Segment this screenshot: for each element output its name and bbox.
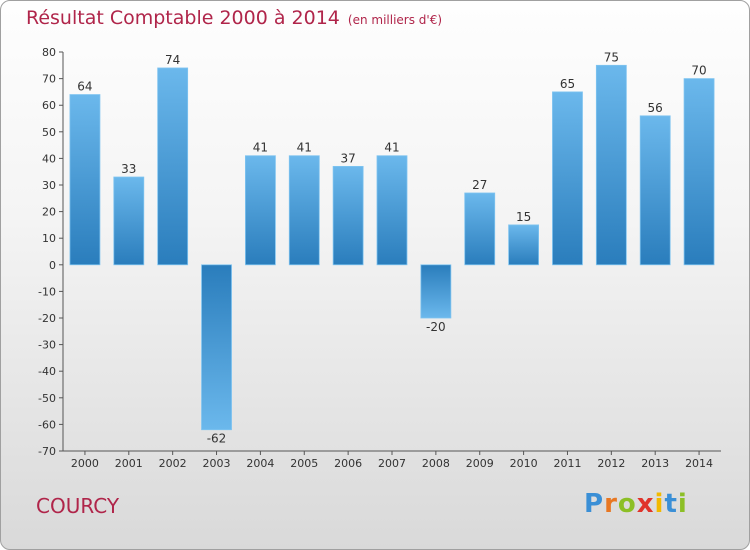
bar-2005 bbox=[288, 155, 320, 266]
data-label-2001: 33 bbox=[121, 162, 136, 176]
chart-title: Résultat Comptable 2000 à 2014 (en millie… bbox=[26, 7, 442, 29]
y-tick-label: -50 bbox=[38, 392, 56, 405]
y-tick-label: 70 bbox=[42, 73, 56, 86]
data-label-2012: 75 bbox=[604, 50, 619, 64]
bar-2001 bbox=[113, 176, 145, 266]
logo-letter: i bbox=[654, 489, 665, 519]
bar-2002 bbox=[157, 67, 189, 266]
data-label-2013: 56 bbox=[648, 101, 663, 115]
bar-2011 bbox=[552, 91, 583, 266]
data-label-2009: 27 bbox=[472, 178, 487, 192]
x-tick-label: 2006 bbox=[334, 457, 362, 470]
logo-letter: P bbox=[584, 489, 605, 519]
data-label-2002: 74 bbox=[165, 53, 180, 67]
bar-2008 bbox=[420, 264, 452, 319]
x-tick-label: 2012 bbox=[597, 457, 625, 470]
x-tick-label: 2010 bbox=[510, 457, 538, 470]
axes: 80706050403020100-10-20-30-40-50-60-7020… bbox=[38, 46, 721, 470]
bar-2000 bbox=[69, 94, 101, 266]
y-tick-label: -10 bbox=[38, 285, 56, 298]
logo-letter: i bbox=[677, 489, 688, 519]
y-tick-label: 0 bbox=[49, 259, 56, 272]
y-tick-label: -70 bbox=[38, 445, 56, 458]
x-tick-label: 2014 bbox=[685, 457, 713, 470]
y-tick-label: -40 bbox=[38, 365, 56, 378]
data-label-2000: 64 bbox=[77, 80, 92, 94]
x-tick-label: 2011 bbox=[553, 457, 581, 470]
data-label-2011: 65 bbox=[560, 77, 575, 91]
bar-2004 bbox=[244, 155, 276, 266]
y-tick-label: 50 bbox=[42, 126, 56, 139]
title-text: Résultat Comptable 2000 à 2014 bbox=[26, 7, 340, 29]
bar-2006 bbox=[332, 165, 364, 266]
logo-letter: t bbox=[664, 489, 678, 519]
y-tick-label: -60 bbox=[38, 418, 56, 431]
y-tick-label: -20 bbox=[38, 312, 56, 325]
data-label-2008: -20 bbox=[426, 320, 446, 334]
x-tick-label: 2005 bbox=[290, 457, 318, 470]
commune-name: COURCY bbox=[36, 494, 120, 518]
x-tick-label: 2008 bbox=[422, 457, 450, 470]
bar-2010 bbox=[508, 224, 540, 266]
bar-2014 bbox=[683, 78, 715, 266]
logo-letter: o bbox=[617, 489, 637, 519]
bars bbox=[69, 64, 715, 431]
y-tick-label: 30 bbox=[42, 179, 56, 192]
data-label-2010: 15 bbox=[516, 210, 531, 224]
y-tick-label: -30 bbox=[38, 339, 56, 352]
data-labels: 64 33 74 -62 41 41 37 41 -20 27 15 65 75 56 70 bbox=[77, 50, 706, 445]
x-tick-label: 2001 bbox=[115, 457, 143, 470]
data-label-2006: 37 bbox=[340, 151, 355, 165]
x-tick-label: 2009 bbox=[466, 457, 494, 470]
y-tick-label: 40 bbox=[42, 152, 56, 165]
data-label-2003: -62 bbox=[207, 432, 227, 446]
bar-2012 bbox=[595, 64, 627, 266]
data-label-2007: 41 bbox=[384, 141, 399, 155]
bar-2003 bbox=[201, 264, 232, 431]
x-tick-label: 2003 bbox=[203, 457, 231, 470]
data-label-2005: 41 bbox=[297, 141, 312, 155]
proxiti-logo: Proxiti bbox=[584, 489, 688, 519]
x-tick-label: 2002 bbox=[159, 457, 187, 470]
y-tick-label: 10 bbox=[42, 232, 56, 245]
x-tick-label: 2004 bbox=[246, 457, 274, 470]
x-tick-label: 2013 bbox=[641, 457, 669, 470]
chart-subtitle: (en milliers d'€) bbox=[347, 13, 443, 27]
y-tick-label: 60 bbox=[42, 99, 56, 112]
bar-2013 bbox=[639, 115, 671, 266]
data-label-2014: 70 bbox=[691, 64, 706, 78]
logo-letter: r bbox=[604, 489, 618, 519]
logo-letter: x bbox=[636, 489, 655, 519]
y-tick-label: 20 bbox=[42, 206, 56, 219]
y-tick-label: 80 bbox=[42, 46, 56, 59]
bar-2009 bbox=[464, 192, 496, 266]
x-tick-label: 2007 bbox=[378, 457, 406, 470]
x-tick-label: 2000 bbox=[71, 457, 99, 470]
data-label-2004: 41 bbox=[253, 141, 268, 155]
bar-2007 bbox=[376, 155, 408, 266]
